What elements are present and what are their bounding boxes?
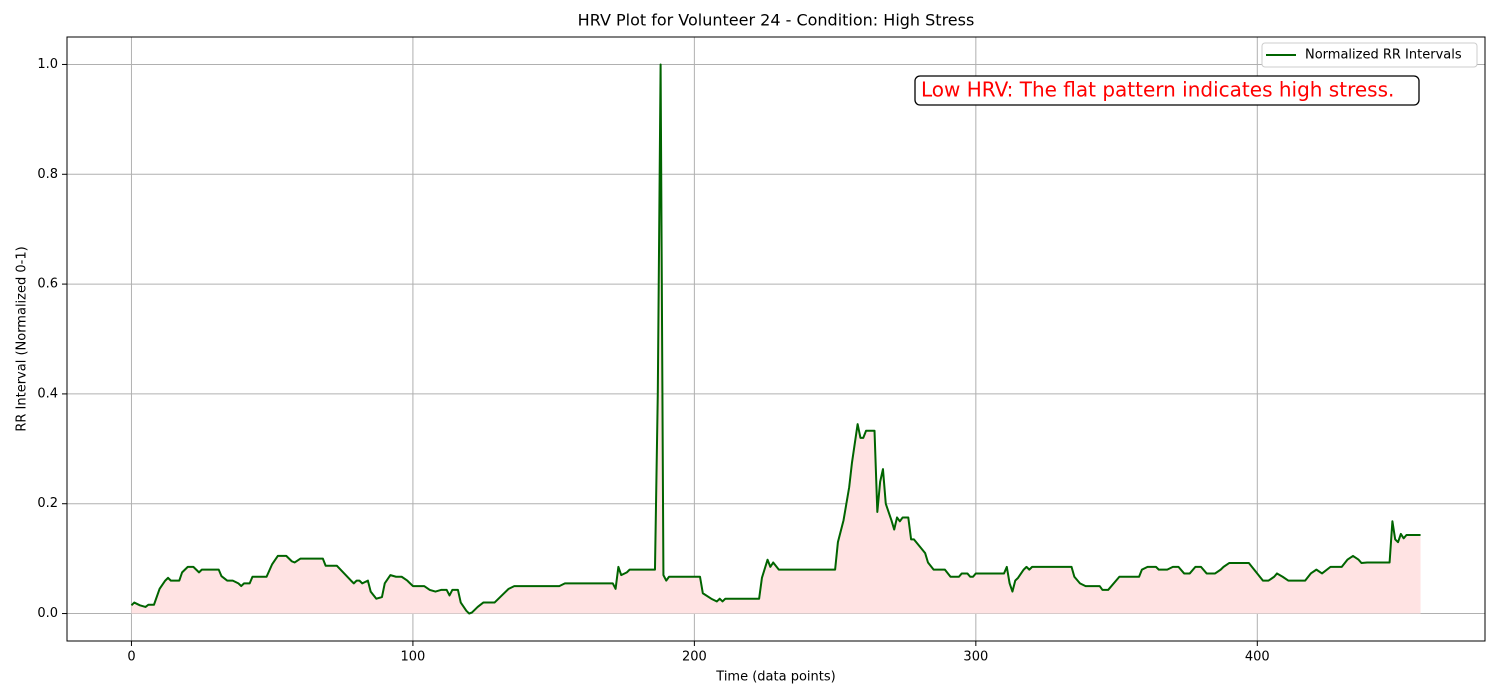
- plot-frame: [66, 36, 1486, 642]
- x-tick-label: 0: [127, 650, 135, 665]
- x-tick-label: 400: [1245, 650, 1270, 665]
- data-line: [130, 63, 1421, 615]
- y-tick-label: 0.0: [37, 606, 58, 621]
- x-axis-label: Time (data points): [715, 670, 835, 685]
- x-tick-label: 100: [401, 650, 426, 665]
- y-tick-label: 0.2: [37, 496, 58, 511]
- x-tick-label: 300: [963, 650, 988, 665]
- x-tick-label: 200: [682, 650, 707, 665]
- y-tick-label: 0.4: [37, 386, 58, 401]
- legend-box: [1261, 42, 1478, 68]
- y-tick-label: 0.8: [37, 167, 58, 182]
- annotation-box: [914, 75, 1420, 106]
- y-tick-label: 0.6: [37, 277, 58, 292]
- annotation: Low HRV: The flat pattern indicates high…: [921, 78, 1394, 102]
- y-tick-label: 1.0: [37, 57, 58, 72]
- chart-title: HRV Plot for Volunteer 24 - Condition: H…: [578, 11, 975, 30]
- legend-label: Normalized RR Intervals: [1305, 48, 1462, 63]
- y-axis-label: RR Interval (Normalized 0-1): [15, 246, 30, 431]
- legend: Normalized RR Intervals: [1261, 42, 1478, 68]
